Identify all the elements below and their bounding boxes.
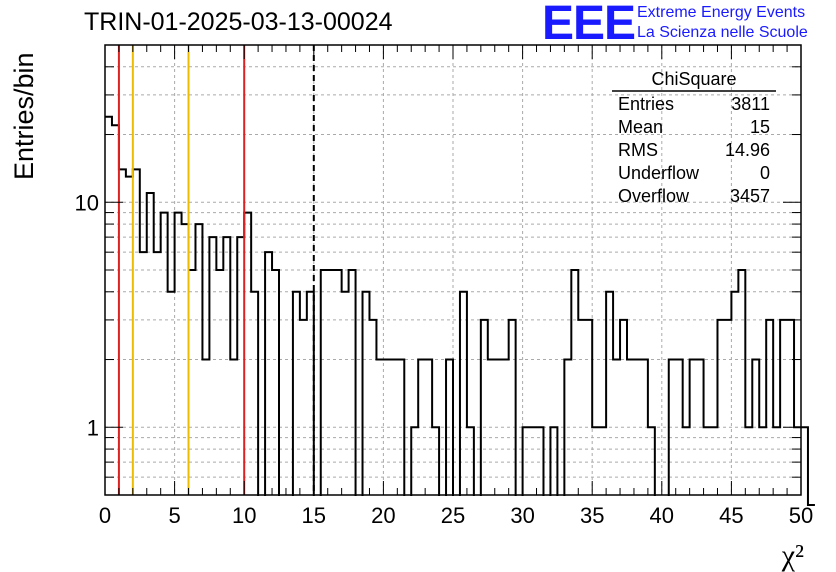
x-tick-label: 50 [789,503,813,528]
x-tick-label: 45 [719,503,743,528]
stats-value-underflow: 0 [760,163,770,183]
x-tick-label: 40 [650,503,674,528]
stats-label-rms: RMS [618,140,658,160]
stats-label-overflow: Overflow [618,186,690,206]
x-tick-label: 30 [510,503,534,528]
stats-label-entries: Entries [618,94,674,114]
x-tick-label: 25 [441,503,465,528]
x-tick-label: 15 [302,503,326,528]
eee-logo: EEE [542,0,636,50]
reference-lines [117,45,315,495]
stats-value-mean: 15 [750,117,770,137]
stats-title: ChiSquare [651,69,736,89]
logo-line-2: La Scienza nelle Scuole [637,24,808,41]
y-axis-label: Entries/bin [9,52,39,180]
stats-box: ChiSquare Entries 3811 Mean 15 RMS 14.96 Underf… [612,69,776,206]
stats-label-mean: Mean [618,117,663,137]
stats-label-underflow: Underflow [618,163,700,183]
axis-labels: 0 5 10 15 20 25 30 35 40 45 50 1 10 χ² Entries/bin [9,52,813,572]
logo-line-1: Extreme Energy Events [637,4,806,21]
x-tick-label: 5 [168,503,180,528]
x-axis-label: χ² [781,539,804,572]
x-tick-label: 20 [371,503,395,528]
chart-title: TRIN-01-2025-03-13-00024 [84,8,393,36]
y-tick-label: 10 [75,190,99,215]
histogram-series [104,115,815,556]
stats-value-overflow: 3457 [730,186,770,206]
axis-ticks [104,45,802,495]
plot-bottom-mask [104,496,802,556]
x-tick-label: 35 [580,503,604,528]
x-tick-label: 0 [99,503,111,528]
x-tick-label: 10 [232,503,256,528]
stats-value-rms: 14.96 [725,140,770,160]
histogram-line [105,115,815,506]
stats-value-entries: 3811 [731,94,770,114]
y-tick-label: 1 [87,415,99,440]
